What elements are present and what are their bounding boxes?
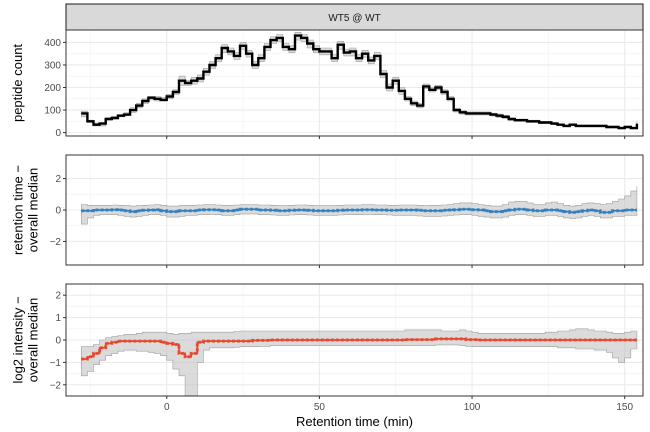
y-tick-label-int-4: 2 bbox=[55, 291, 61, 302]
y-tick-label-rt-2: 2 bbox=[55, 174, 61, 185]
band-rt bbox=[81, 186, 638, 225]
y-axis-title-count-0: peptide count bbox=[10, 44, 25, 122]
series-marks-rt-0 bbox=[81, 207, 637, 214]
facet-strip-label: WT5 @ WT bbox=[328, 13, 380, 24]
series-marks-int-0 bbox=[81, 337, 637, 361]
band-int bbox=[81, 328, 638, 397]
y-tick-label-int-2: 0 bbox=[55, 336, 61, 347]
facet-strip-background bbox=[65, 3, 644, 31]
x-axis: 0 50 100 150 bbox=[164, 402, 633, 413]
panel-count: 0 100 200 300 400 peptide count bbox=[10, 29, 644, 139]
x-tick-label-3: 150 bbox=[616, 402, 633, 413]
x-tick-label-2: 100 bbox=[464, 402, 481, 413]
y-tick-label-count-0: 0 bbox=[55, 128, 61, 139]
x-tick-label-0: 0 bbox=[164, 402, 170, 413]
y-tick-label-count-1: 100 bbox=[44, 106, 61, 117]
panel-rt: −2 0 2 retention time − overall median bbox=[11, 154, 644, 268]
y-tick-label-int-1: −1 bbox=[50, 358, 62, 369]
panel-int: −2 −1 0 1 2 log2 intensity − overall median bbox=[11, 283, 644, 399]
panel-border-count bbox=[65, 29, 644, 137]
y-axis-title-int-0: log2 intensity − bbox=[11, 296, 26, 383]
x-axis-title: Retention time (min) bbox=[296, 414, 413, 429]
panel-background-count bbox=[66, 30, 643, 136]
y-axis-title-rt-1: overall median bbox=[26, 168, 41, 253]
x-tick-label-1: 50 bbox=[314, 402, 326, 413]
y-axis-title-rt-0: retention time − bbox=[11, 165, 26, 255]
y-tick-label-int-0: −2 bbox=[50, 380, 62, 391]
series-line-count-0 bbox=[81, 34, 639, 130]
facet-strip: WT5 @ WT bbox=[65, 3, 644, 31]
y-tick-label-rt-1: 0 bbox=[55, 206, 61, 217]
y-tick-label-count-3: 300 bbox=[44, 60, 61, 71]
y-tick-label-int-3: 1 bbox=[55, 313, 61, 324]
panels: 0 100 200 300 400 peptide count −2 0 2 retention … bbox=[10, 29, 644, 399]
y-tick-label-count-4: 400 bbox=[44, 38, 61, 49]
y-tick-label-count-2: 200 bbox=[44, 83, 61, 94]
y-axis-title-int-1: overall median bbox=[26, 298, 41, 383]
y-tick-label-rt-0: −2 bbox=[50, 237, 62, 248]
